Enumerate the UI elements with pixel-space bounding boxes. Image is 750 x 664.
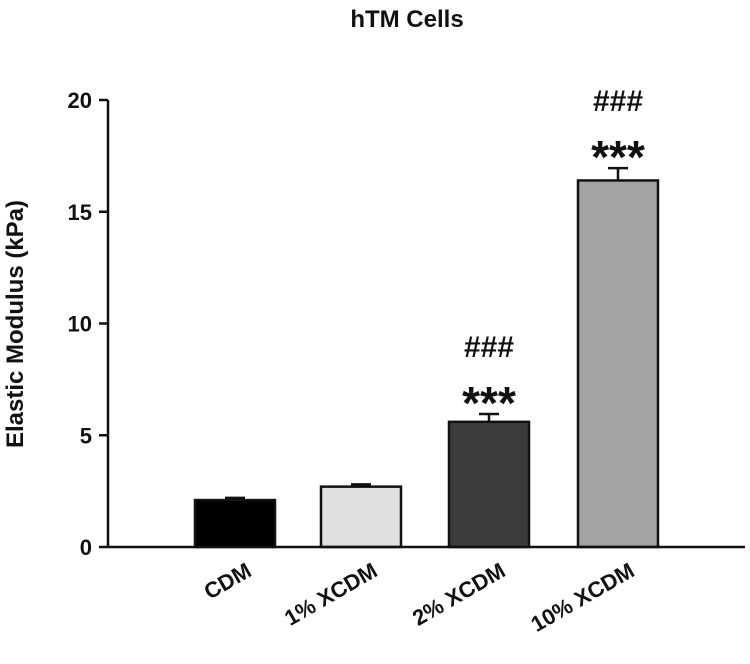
x-category-label: 2% XCDM [408, 558, 509, 631]
error-bars-group [225, 166, 628, 501]
x-category-label: CDM [200, 558, 256, 605]
y-tick-label: 10 [68, 312, 92, 337]
significance-hash-label: ### [464, 331, 514, 364]
y-tick-label: 20 [68, 88, 92, 113]
significance-hash-label: ### [593, 85, 643, 118]
y-tick-label: 5 [80, 423, 92, 448]
y-ticks-group: 0 5 10 15 20 [68, 88, 108, 560]
annotations-group: ### *** ### *** [462, 85, 645, 429]
bar [193, 498, 277, 549]
bar [576, 179, 660, 549]
y-axis-label: Elastic Modulus (kPa) [2, 200, 29, 448]
bar [319, 485, 403, 549]
y-tick-label: 0 [80, 535, 92, 560]
significance-stars-label: *** [462, 377, 516, 429]
x-category-label: 10% XCDM [526, 558, 638, 637]
significance-stars-label: *** [591, 131, 645, 183]
y-tick-label: 15 [68, 200, 92, 225]
category-labels-group: CDM 1% XCDM 2% XCDM 10% XCDM [200, 558, 639, 637]
x-category-label: 1% XCDM [280, 558, 381, 631]
chart-title: hTM Cells [350, 6, 463, 33]
bar [447, 420, 531, 549]
bars-group [193, 179, 660, 549]
